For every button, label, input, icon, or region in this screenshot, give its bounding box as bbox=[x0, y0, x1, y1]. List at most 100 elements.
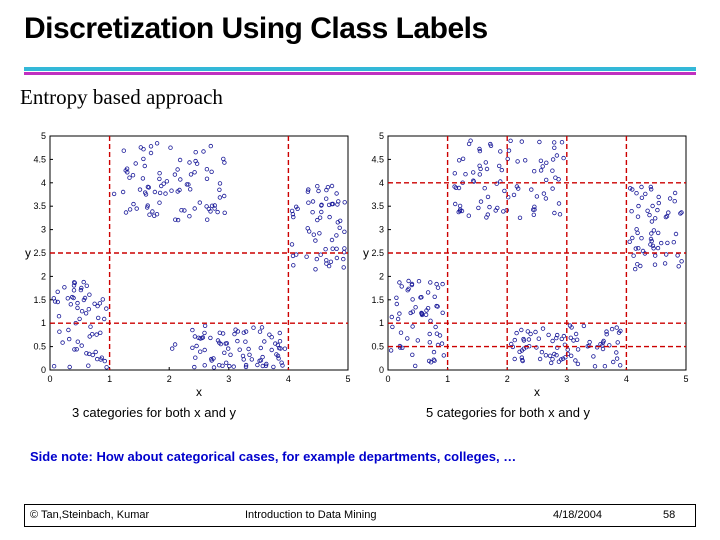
data-point bbox=[98, 357, 103, 362]
y-tick-label: 2 bbox=[41, 271, 46, 281]
data-point bbox=[419, 312, 425, 318]
data-point bbox=[559, 139, 565, 145]
data-point bbox=[538, 168, 544, 173]
data-point bbox=[531, 212, 536, 217]
data-point bbox=[290, 211, 296, 217]
footer-date: 4/18/2004 bbox=[553, 509, 602, 521]
data-point bbox=[547, 353, 553, 358]
data-point bbox=[72, 347, 77, 352]
data-point bbox=[650, 203, 655, 209]
data-point bbox=[319, 202, 324, 207]
data-point bbox=[164, 179, 170, 184]
data-point bbox=[643, 191, 648, 197]
data-point bbox=[257, 329, 263, 334]
data-point bbox=[246, 346, 251, 352]
data-point bbox=[222, 350, 227, 355]
data-point bbox=[568, 353, 574, 358]
data-point bbox=[389, 314, 394, 320]
data-point bbox=[208, 209, 213, 214]
data-point bbox=[554, 345, 560, 350]
data-point bbox=[406, 286, 411, 291]
data-point bbox=[175, 217, 181, 223]
y-tick-label: 4.5 bbox=[33, 154, 46, 164]
data-point bbox=[104, 306, 109, 311]
data-point bbox=[192, 364, 197, 370]
data-point bbox=[659, 240, 664, 246]
data-point bbox=[482, 186, 487, 191]
data-point bbox=[614, 325, 619, 330]
data-point bbox=[130, 173, 136, 178]
data-point bbox=[190, 327, 195, 333]
data-point bbox=[540, 164, 545, 169]
data-point bbox=[633, 246, 638, 251]
data-point bbox=[197, 349, 203, 354]
data-point bbox=[221, 156, 226, 162]
data-point bbox=[515, 186, 521, 191]
data-point bbox=[304, 254, 309, 259]
data-point bbox=[260, 363, 265, 369]
data-point bbox=[604, 329, 609, 334]
data-point bbox=[655, 245, 661, 251]
data-point bbox=[440, 310, 445, 315]
data-point bbox=[247, 352, 252, 357]
x-tick-label: 1 bbox=[107, 374, 112, 384]
data-point bbox=[208, 143, 213, 149]
x-tick-label: 1 bbox=[445, 374, 450, 384]
data-point bbox=[222, 160, 227, 165]
data-point bbox=[204, 204, 209, 209]
data-point bbox=[324, 261, 329, 266]
footer-bar: © Tan,Steinbach, Kumar Introduction to D… bbox=[24, 504, 696, 527]
data-point bbox=[223, 360, 229, 365]
data-point bbox=[499, 167, 504, 173]
x-tick-label: 0 bbox=[47, 374, 52, 384]
side-note: Side note: How about categorical cases, … bbox=[30, 449, 517, 464]
data-point bbox=[341, 249, 347, 255]
data-point bbox=[311, 232, 316, 237]
data-point bbox=[326, 263, 332, 269]
data-point bbox=[665, 240, 670, 246]
data-point bbox=[394, 295, 399, 300]
footer-course: Introduction to Data Mining bbox=[245, 509, 377, 521]
data-point bbox=[556, 201, 562, 206]
data-point bbox=[179, 207, 184, 213]
data-point bbox=[243, 339, 248, 344]
data-point bbox=[664, 252, 669, 257]
data-point bbox=[406, 278, 411, 284]
data-point bbox=[294, 204, 299, 209]
data-point bbox=[631, 253, 636, 258]
data-point bbox=[172, 172, 178, 177]
data-point bbox=[505, 194, 511, 200]
data-point bbox=[650, 243, 656, 248]
data-point bbox=[158, 183, 164, 189]
data-point bbox=[415, 338, 420, 343]
data-point bbox=[508, 138, 513, 143]
data-point bbox=[543, 177, 549, 183]
data-point bbox=[511, 192, 517, 198]
data-point bbox=[416, 278, 422, 284]
data-point bbox=[540, 326, 546, 331]
footer-copyright: © Tan,Steinbach, Kumar bbox=[30, 509, 150, 521]
data-point bbox=[212, 206, 217, 211]
data-point bbox=[306, 187, 311, 192]
data-point bbox=[477, 163, 482, 168]
data-point bbox=[412, 363, 418, 369]
data-point bbox=[157, 190, 163, 196]
data-point bbox=[456, 158, 462, 163]
data-point bbox=[209, 203, 215, 208]
data-point bbox=[463, 172, 468, 177]
y-tick-label: 0 bbox=[41, 365, 46, 375]
data-point bbox=[418, 295, 423, 300]
data-point bbox=[558, 357, 564, 362]
data-point bbox=[313, 267, 318, 272]
data-point bbox=[231, 364, 236, 369]
data-point bbox=[217, 330, 222, 335]
data-point bbox=[573, 358, 578, 363]
y-tick-label: 4 bbox=[379, 178, 384, 188]
data-point bbox=[78, 287, 84, 293]
data-point bbox=[649, 238, 654, 244]
data-point bbox=[199, 335, 205, 341]
data-point bbox=[224, 341, 229, 346]
data-point bbox=[157, 171, 162, 176]
y-tick-label: 0 bbox=[379, 365, 384, 375]
data-point bbox=[131, 201, 136, 207]
